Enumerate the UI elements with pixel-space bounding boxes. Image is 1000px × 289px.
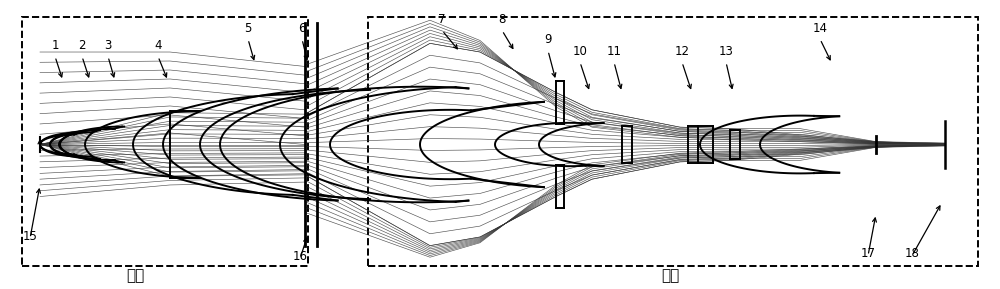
Text: 15: 15 [23, 230, 37, 243]
Text: 6: 6 [298, 22, 306, 35]
Text: 3: 3 [104, 39, 112, 52]
Text: 后组: 后组 [661, 268, 679, 284]
Bar [368, 17, 978, 266]
Text: 13: 13 [719, 45, 733, 58]
Text: 11: 11 [606, 45, 622, 58]
Text: 10: 10 [573, 45, 587, 58]
Text: 前组: 前组 [126, 268, 144, 284]
Text: 5: 5 [244, 22, 252, 35]
Text: 12: 12 [674, 45, 690, 58]
Text: 9: 9 [544, 33, 552, 46]
Text: 14: 14 [812, 22, 828, 35]
Text: 2: 2 [78, 39, 86, 52]
Text: 17: 17 [860, 247, 876, 260]
Text: 8: 8 [498, 13, 506, 26]
Text: 4: 4 [154, 39, 162, 52]
Text: 7: 7 [438, 13, 446, 26]
Text: 1: 1 [51, 39, 59, 52]
Text: 16: 16 [292, 250, 308, 263]
Bar [22, 17, 308, 266]
Text: 18: 18 [905, 247, 919, 260]
